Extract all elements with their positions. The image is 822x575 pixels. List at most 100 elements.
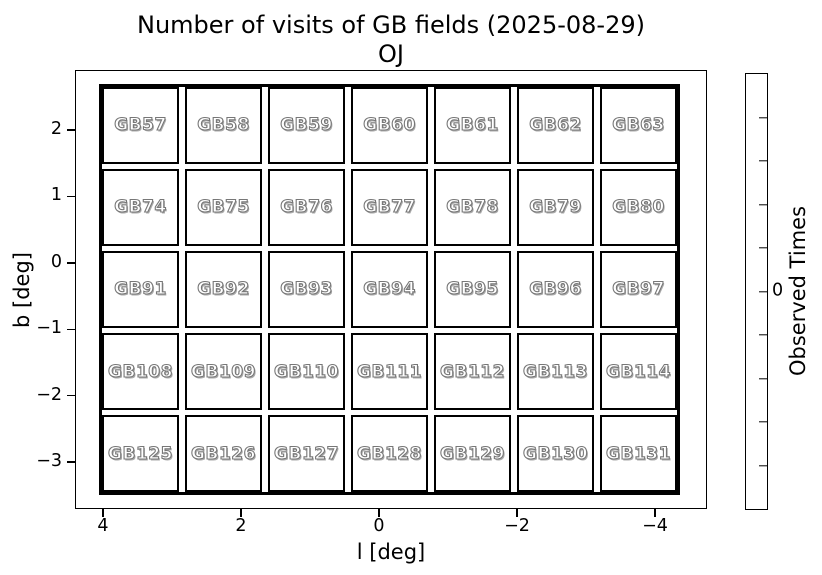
field-label: GB61 — [446, 115, 499, 136]
field-cell-gb97: GB97 — [599, 250, 678, 328]
field-label: GB127 — [273, 443, 339, 464]
field-cell-gb74: GB74 — [101, 168, 180, 246]
field-grid: GB57 GB58 GB59 GB60 GB61 GB62 GB63 GB74 … — [99, 84, 680, 495]
x-tick-mark — [102, 509, 104, 517]
y-axis-label: b [deg] — [10, 252, 34, 328]
field-label: GB95 — [446, 279, 499, 300]
colorbar-tick — [759, 160, 767, 162]
x-tick-mark — [654, 509, 656, 517]
field-cell-gb131: GB131 — [599, 415, 678, 493]
field-cell-gb114: GB114 — [599, 333, 678, 411]
colorbar-tick — [759, 464, 767, 467]
y-tick-label: −3 — [36, 451, 62, 472]
x-tick-label: 0 — [373, 516, 385, 536]
y-tick-mark — [67, 262, 75, 264]
field-label: GB111 — [356, 361, 422, 382]
field-label: GB114 — [605, 361, 671, 382]
field-cell-gb96: GB96 — [516, 250, 595, 328]
y-tick-label: 1 — [50, 185, 62, 206]
field-label: GB62 — [529, 115, 582, 136]
field-cell-gb78: GB78 — [433, 168, 512, 246]
x-tick-label: −2 — [504, 516, 530, 536]
field-label: GB91 — [114, 279, 167, 300]
field-label: GB93 — [280, 279, 333, 300]
field-label: GB109 — [190, 361, 256, 382]
y-tick-label: −2 — [36, 384, 62, 405]
field-label: GB79 — [529, 197, 582, 218]
field-cell-gb61: GB61 — [433, 86, 512, 164]
field-cell-gb113: GB113 — [516, 333, 595, 411]
field-cell-gb130: GB130 — [516, 415, 595, 493]
field-label: GB128 — [356, 443, 422, 464]
field-cell-gb80: GB80 — [599, 168, 678, 246]
y-tick-mark — [67, 129, 75, 131]
y-tick-label: −1 — [36, 318, 62, 339]
field-label: GB129 — [439, 443, 505, 464]
x-axis-label: l [deg] — [356, 540, 426, 564]
field-label: GB57 — [114, 115, 167, 136]
field-cell-gb93: GB93 — [267, 250, 346, 328]
field-label: GB75 — [197, 197, 250, 218]
field-cell-gb111: GB111 — [350, 333, 429, 411]
field-cell-gb125: GB125 — [101, 415, 180, 493]
field-label: GB92 — [197, 279, 250, 300]
field-cell-gb58: GB58 — [184, 86, 263, 164]
field-label: GB112 — [439, 361, 505, 382]
field-cell-gb92: GB92 — [184, 250, 263, 328]
field-cell-gb127: GB127 — [267, 415, 346, 493]
x-tick-label: 2 — [235, 516, 247, 536]
field-label: GB131 — [605, 443, 671, 464]
field-label: GB96 — [529, 279, 582, 300]
colorbar — [745, 73, 768, 510]
field-label: GB94 — [363, 279, 416, 300]
x-tick-label: 4 — [97, 516, 109, 536]
field-cell-gb126: GB126 — [184, 415, 263, 493]
field-cell-gb110: GB110 — [267, 333, 346, 411]
colorbar-axis-label: Observed Times — [786, 205, 810, 377]
field-label: GB77 — [363, 197, 416, 218]
colorbar-tick-label: 0 — [772, 280, 784, 301]
field-label: GB80 — [612, 197, 665, 218]
field-cell-gb63: GB63 — [599, 86, 678, 164]
field-cell-gb77: GB77 — [350, 168, 429, 246]
field-cell-gb57: GB57 — [101, 86, 180, 164]
field-cell-gb79: GB79 — [516, 168, 595, 246]
y-tick-label: 2 — [50, 119, 62, 140]
y-tick-mark — [67, 461, 75, 463]
field-cell-gb112: GB112 — [433, 333, 512, 411]
y-tick-mark — [67, 195, 75, 198]
field-cell-gb59: GB59 — [267, 86, 346, 164]
field-label: GB59 — [280, 115, 333, 136]
x-tick-mark — [378, 509, 380, 517]
field-grid-outline — [99, 84, 680, 495]
colorbar-tick — [759, 247, 767, 249]
field-cell-gb95: GB95 — [433, 250, 512, 328]
field-label: GB110 — [273, 361, 339, 382]
field-label: GB108 — [107, 361, 173, 382]
field-cell-gb91: GB91 — [101, 250, 180, 328]
field-cell-gb128: GB128 — [350, 415, 429, 493]
field-cell-gb108: GB108 — [101, 333, 180, 411]
field-label: GB60 — [363, 115, 416, 136]
field-cell-gb94: GB94 — [350, 250, 429, 328]
y-tick-mark — [67, 394, 75, 397]
field-cell-gb129: GB129 — [433, 415, 512, 493]
colorbar-tick — [759, 290, 767, 293]
field-label: GB97 — [612, 279, 665, 300]
field-label: GB63 — [612, 115, 665, 136]
y-tick-label: 0 — [50, 251, 62, 272]
x-tick-label: −4 — [642, 516, 668, 536]
field-label: GB113 — [522, 361, 588, 382]
field-cell-gb62: GB62 — [516, 86, 595, 164]
field-cell-gb60: GB60 — [350, 86, 429, 164]
field-label: GB130 — [522, 443, 588, 464]
x-tick-mark — [516, 509, 518, 517]
field-label: GB74 — [114, 197, 167, 218]
colorbar-tick — [759, 116, 767, 119]
field-cell-gb109: GB109 — [184, 333, 263, 411]
colorbar-tick — [759, 377, 767, 380]
colorbar-tick — [759, 334, 767, 336]
field-label: GB78 — [446, 197, 499, 218]
x-tick-mark — [240, 509, 242, 517]
